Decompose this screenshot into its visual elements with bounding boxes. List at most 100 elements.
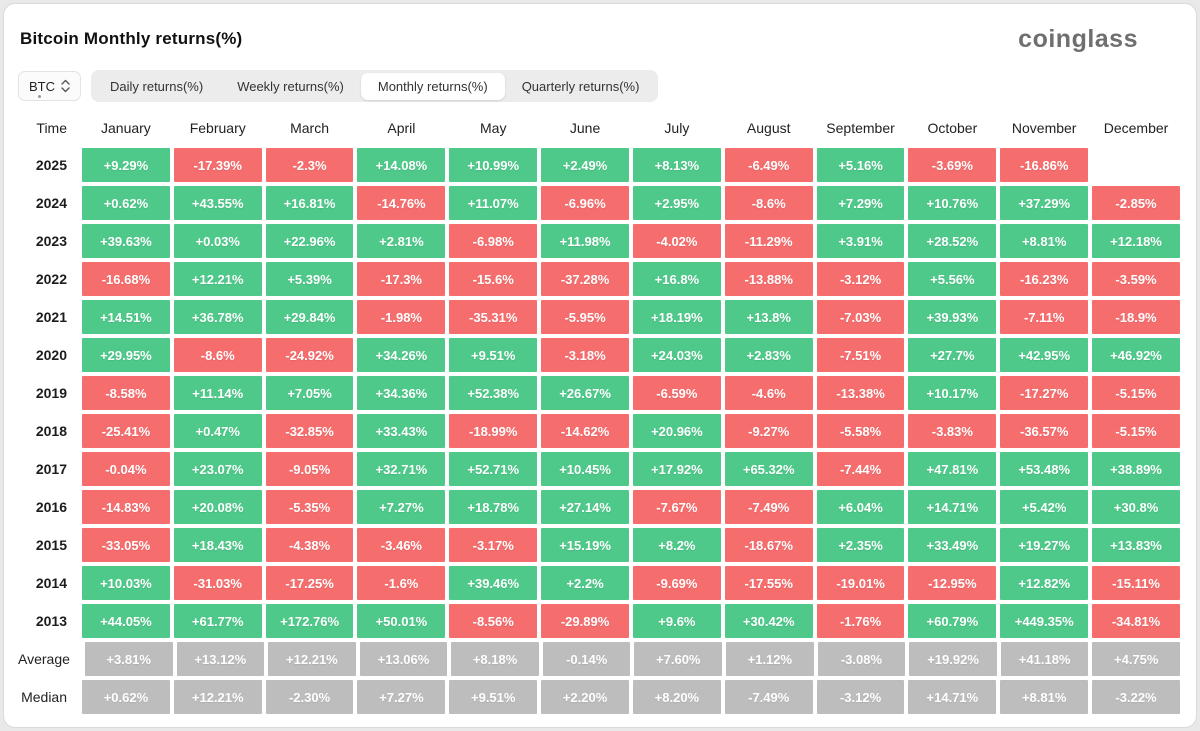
- return-cell: +8.18%: [451, 642, 539, 676]
- return-cell: -3.69%: [908, 148, 997, 182]
- return-cell: -6.98%: [449, 224, 538, 258]
- return-cell: +14.71%: [908, 680, 997, 714]
- return-cell: +29.95%: [82, 338, 170, 372]
- table-row: 2017 -0.04% +23.07% -9.05% +32.71% +52.71% +10…: [18, 450, 1182, 488]
- returns-table-body: 2025 +9.29% -17.39% -2.3% +14.08% +10.99% +2.4…: [18, 146, 1182, 716]
- return-cell: +44.05%: [82, 604, 170, 638]
- return-cell: -17.3%: [357, 262, 446, 296]
- return-cell: -7.67%: [632, 490, 721, 524]
- return-cell: +16.81%: [265, 186, 354, 220]
- return-cell: +0.62%: [82, 680, 170, 714]
- return-cell: -37.28%: [541, 262, 629, 296]
- return-cell: +11.98%: [541, 224, 629, 258]
- table-row: 2021 +14.51% +36.78% +29.84% -1.98% -35.31% -5…: [18, 298, 1182, 336]
- column-header: March: [290, 120, 330, 136]
- return-cell: +18.43%: [173, 528, 262, 562]
- return-cell: -24.92%: [265, 338, 354, 372]
- return-cell: -9.05%: [265, 452, 354, 486]
- row-label: 2014: [35, 575, 67, 591]
- table-row: 2024 +0.62% +43.55% +16.81% -14.76% +11.07% -6…: [18, 184, 1182, 222]
- return-cell: +2.2%: [541, 566, 629, 600]
- return-cell: +2.35%: [816, 528, 905, 562]
- sort-carets-icon: [61, 79, 70, 93]
- return-cell: +42.95%: [1000, 338, 1089, 372]
- return-cell: +32.71%: [357, 452, 446, 486]
- return-cell: -15.6%: [449, 262, 538, 296]
- table-row: 2023 +39.63% +0.03% +22.96% +2.81% -6.98% +11.…: [18, 222, 1182, 260]
- return-cell: +11.14%: [173, 376, 262, 410]
- table-row: 2018 -25.41% +0.47% -32.85% +33.43% -18.99% -1…: [18, 412, 1182, 450]
- return-cell: -8.6%: [724, 186, 813, 220]
- return-cell: +12.18%: [1092, 224, 1180, 258]
- return-cell: +12.21%: [173, 680, 262, 714]
- return-cell: -15.11%: [1092, 566, 1180, 600]
- return-cell: -35.31%: [449, 300, 538, 334]
- return-cell: -6.49%: [724, 148, 813, 182]
- tab-monthly[interactable]: Monthly returns(%): [360, 72, 505, 100]
- tab-daily[interactable]: Daily returns(%): [110, 78, 204, 94]
- return-cell: +8.20%: [632, 680, 721, 714]
- return-cell: -32.85%: [265, 414, 354, 448]
- return-cell: +13.83%: [1092, 528, 1180, 562]
- return-cell: -9.69%: [632, 566, 721, 600]
- row-label: 2024: [35, 195, 67, 211]
- return-cell: +39.46%: [449, 566, 538, 600]
- return-cell: -34.81%: [1092, 604, 1180, 638]
- return-cell: +52.38%: [449, 376, 538, 410]
- return-cell: +2.95%: [632, 186, 721, 220]
- return-cell: -8.56%: [449, 604, 538, 638]
- return-cell: -7.03%: [816, 300, 905, 334]
- return-cell: -5.15%: [1092, 414, 1180, 448]
- return-cell: -3.83%: [908, 414, 997, 448]
- return-cell: +7.27%: [357, 490, 446, 524]
- return-cell: +28.52%: [908, 224, 997, 258]
- return-cell: +23.07%: [173, 452, 262, 486]
- tab-weekly[interactable]: Weekly returns(%): [237, 78, 344, 94]
- return-cell: +172.76%: [265, 604, 354, 638]
- return-cell: +27.14%: [541, 490, 629, 524]
- return-cell: +34.26%: [357, 338, 446, 372]
- returns-table: Time January February March April May June July…: [18, 110, 1182, 716]
- return-cell: +13.12%: [176, 642, 265, 676]
- return-cell: +7.29%: [816, 186, 905, 220]
- return-cell: -5.58%: [816, 414, 905, 448]
- return-cell: -3.12%: [816, 680, 905, 714]
- return-cell: -25.41%: [82, 414, 170, 448]
- tooltip-dot: [38, 95, 41, 98]
- return-cell: +5.42%: [1000, 490, 1089, 524]
- row-label: 2022: [35, 271, 67, 287]
- returns-tabs: Daily returns(%) Weekly returns(%) Monthly…: [91, 70, 659, 102]
- return-cell: +50.01%: [357, 604, 446, 638]
- return-cell: -8.6%: [173, 338, 262, 372]
- column-header: November: [1011, 120, 1077, 136]
- return-cell: -5.95%: [541, 300, 629, 334]
- return-cell: +29.84%: [265, 300, 354, 334]
- column-header: June: [569, 120, 601, 136]
- return-cell: -7.49%: [724, 490, 813, 524]
- return-cell: +60.79%: [908, 604, 997, 638]
- return-cell: -14.76%: [357, 186, 446, 220]
- return-cell: -31.03%: [173, 566, 262, 600]
- return-cell: +47.81%: [908, 452, 997, 486]
- return-cell: +26.67%: [541, 376, 629, 410]
- return-cell: -17.25%: [265, 566, 354, 600]
- column-header: Time: [36, 120, 67, 136]
- return-cell: +53.48%: [1000, 452, 1089, 486]
- table-row: 2013 +44.05% +61.77% +172.76% +50.01% -8.56% -…: [18, 602, 1182, 640]
- return-cell: +5.56%: [908, 262, 997, 296]
- return-cell: -16.68%: [82, 262, 170, 296]
- return-cell: +449.35%: [1000, 604, 1089, 638]
- return-cell: -36.57%: [1000, 414, 1089, 448]
- return-cell: -1.76%: [816, 604, 905, 638]
- return-cell: -0.04%: [82, 452, 170, 486]
- symbol-select[interactable]: BTC: [18, 71, 81, 101]
- table-header-row: Time January February March April May June July…: [18, 110, 1182, 146]
- return-cell: -19.01%: [816, 566, 905, 600]
- return-cell: +24.03%: [632, 338, 721, 372]
- return-cell: -18.67%: [724, 528, 813, 562]
- tab-quarterly[interactable]: Quarterly returns(%): [521, 78, 640, 94]
- topbar: Bitcoin Monthly returns(%) coinglass: [18, 4, 1182, 66]
- column-header: July: [664, 120, 690, 136]
- return-cell: +20.96%: [632, 414, 721, 448]
- return-cell: +7.60%: [634, 642, 723, 676]
